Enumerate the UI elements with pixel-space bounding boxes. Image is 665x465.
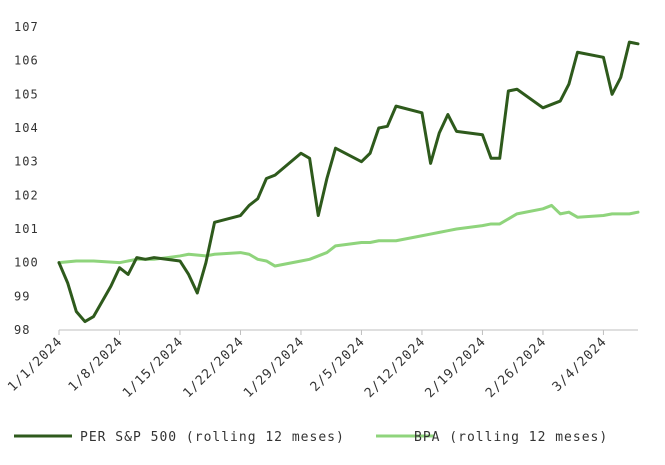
y-tick-label: 100 xyxy=(14,256,39,270)
legend-label: BPA (rolling 12 meses) xyxy=(414,430,608,445)
x-tick-label: 1/29/2024 xyxy=(241,334,308,401)
series-layer xyxy=(57,40,640,324)
series-line-bpa xyxy=(57,203,640,268)
x-tick-label: 2/12/2024 xyxy=(362,334,429,401)
x-tick-label: 2/19/2024 xyxy=(422,334,489,401)
legend: PER S&P 500 (rolling 12 meses) BPA (rolli… xyxy=(14,430,608,445)
x-tick-label: 3/4/2024 xyxy=(550,334,611,395)
y-tick-label: 104 xyxy=(14,121,39,135)
y-tick-label: 102 xyxy=(14,188,39,202)
y-tick-label: 106 xyxy=(14,54,39,68)
x-tick-label: 2/5/2024 xyxy=(308,334,369,395)
y-tick-label: 107 xyxy=(14,20,39,34)
series-line-per xyxy=(57,40,640,324)
y-tick-label: 99 xyxy=(14,289,30,303)
x-tick-label: 1/8/2024 xyxy=(66,334,127,395)
y-axis-ticks: 98 99 100 101 102 103 104 105 106 107 xyxy=(14,20,39,337)
x-axis: 1/1/2024 1/8/20241/15/20241/22/20241/29/2… xyxy=(5,329,638,401)
x-tick-label: 2/26/2024 xyxy=(483,334,550,401)
legend-label: PER S&P 500 (rolling 12 meses) xyxy=(80,430,345,445)
y-tick-label: 105 xyxy=(14,87,39,101)
x-tick-label: 1/1/2024 xyxy=(5,334,66,395)
y-tick-label: 101 xyxy=(14,222,39,236)
x-tick-label: 1/15/2024 xyxy=(120,334,187,401)
y-tick-label: 98 xyxy=(14,323,30,337)
y-tick-label: 103 xyxy=(14,155,39,169)
x-tick-label: 1/22/2024 xyxy=(181,334,248,401)
